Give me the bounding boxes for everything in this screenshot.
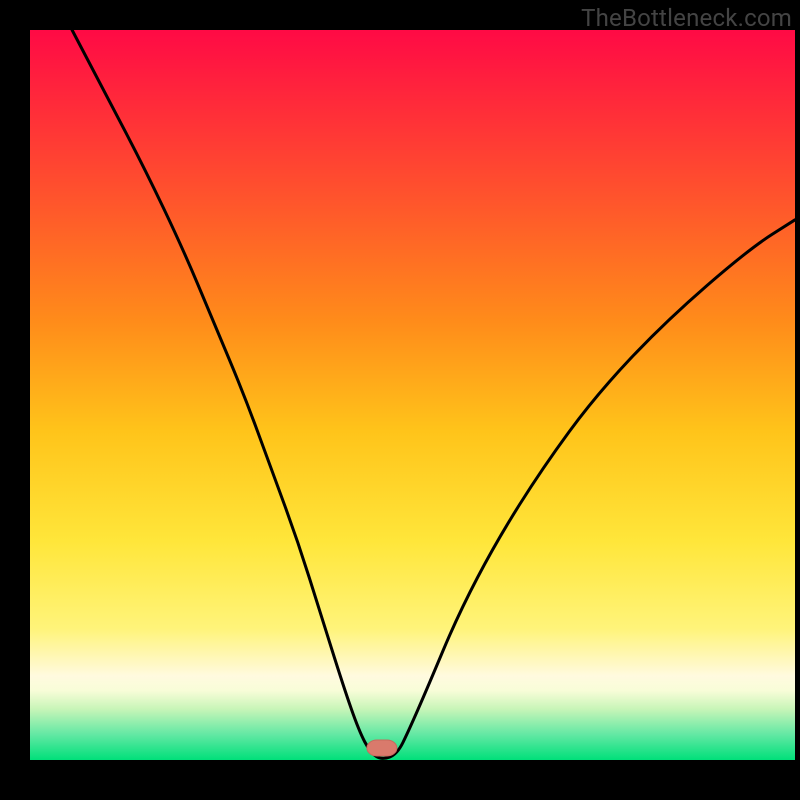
frame-right [795,0,800,800]
gradient-background [30,30,795,760]
minimum-marker [367,740,397,756]
frame-left [0,0,30,800]
watermark-text: TheBottleneck.com [581,4,792,32]
chart-root: TheBottleneck.com [0,0,800,800]
bottleneck-chart [0,0,800,800]
frame-bottom [0,760,800,800]
